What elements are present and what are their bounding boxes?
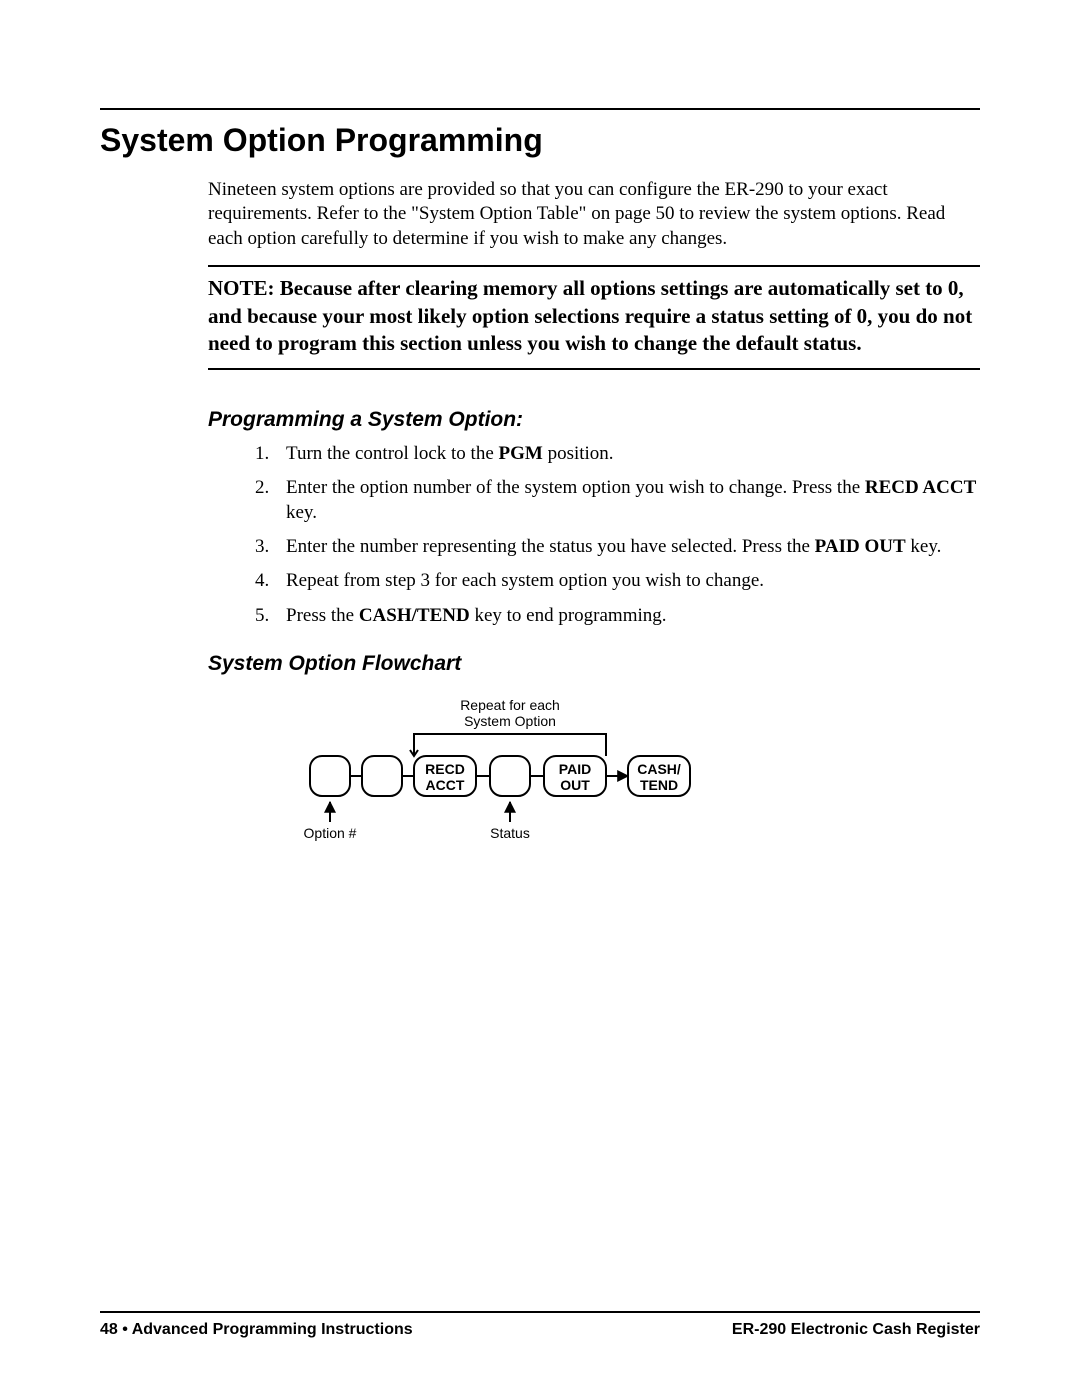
step-text: key. xyxy=(286,502,317,523)
svg-text:Status: Status xyxy=(490,825,530,841)
note-block: NOTE: Because after clearing memory all … xyxy=(208,265,980,370)
step-bold: PGM xyxy=(499,443,543,464)
step-text: Enter the number representing the status… xyxy=(286,536,815,557)
svg-text:Repeat for each: Repeat for each xyxy=(460,697,560,713)
step-text: Press the xyxy=(286,605,359,626)
steps-list: Turn the control lock to the PGM positio… xyxy=(250,442,980,628)
step-text: key to end programming. xyxy=(470,605,667,626)
svg-text:TEND: TEND xyxy=(640,777,678,793)
svg-text:PAID: PAID xyxy=(559,761,591,777)
step-item: Enter the number representing the status… xyxy=(274,535,980,559)
step-text: Enter the option number of the system op… xyxy=(286,477,865,498)
svg-text:CASH/: CASH/ xyxy=(637,761,681,777)
step-item: Repeat from step 3 for each system optio… xyxy=(274,569,980,593)
step-text: key. xyxy=(906,536,942,557)
step-text: position. xyxy=(543,443,614,464)
subhead-programming: Programming a System Option: xyxy=(208,408,980,432)
flowchart: Repeat for eachSystem Option RECDACCT PAID… xyxy=(300,694,800,859)
footer-right: ER-290 Electronic Cash Register xyxy=(732,1321,980,1339)
step-text: Turn the control lock to the xyxy=(286,443,499,464)
page-title: System Option Programming xyxy=(100,122,980,159)
subhead-flowchart: System Option Flowchart xyxy=(208,652,980,676)
step-item: Enter the option number of the system op… xyxy=(274,476,980,525)
svg-text:System Option: System Option xyxy=(464,713,556,729)
step-bold: CASH/TEND xyxy=(359,605,470,626)
step-bold: PAID OUT xyxy=(815,536,906,557)
step-bold: RECD ACCT xyxy=(865,477,976,498)
footer-left: 48 • Advanced Programming Instructions xyxy=(100,1321,413,1339)
svg-text:RECD: RECD xyxy=(425,761,465,777)
svg-text:ACCT: ACCT xyxy=(426,777,465,793)
step-item: Turn the control lock to the PGM positio… xyxy=(274,442,980,466)
svg-text:Option #: Option # xyxy=(304,825,357,841)
intro-paragraph: Nineteen system options are provided so … xyxy=(208,178,980,251)
page-footer: 48 • Advanced Programming Instructions E… xyxy=(100,1311,980,1339)
step-text: Repeat from step 3 for each system optio… xyxy=(286,570,764,591)
svg-text:OUT: OUT xyxy=(560,777,590,793)
top-rule xyxy=(100,108,980,110)
step-item: Press the CASH/TEND key to end programmi… xyxy=(274,604,980,628)
